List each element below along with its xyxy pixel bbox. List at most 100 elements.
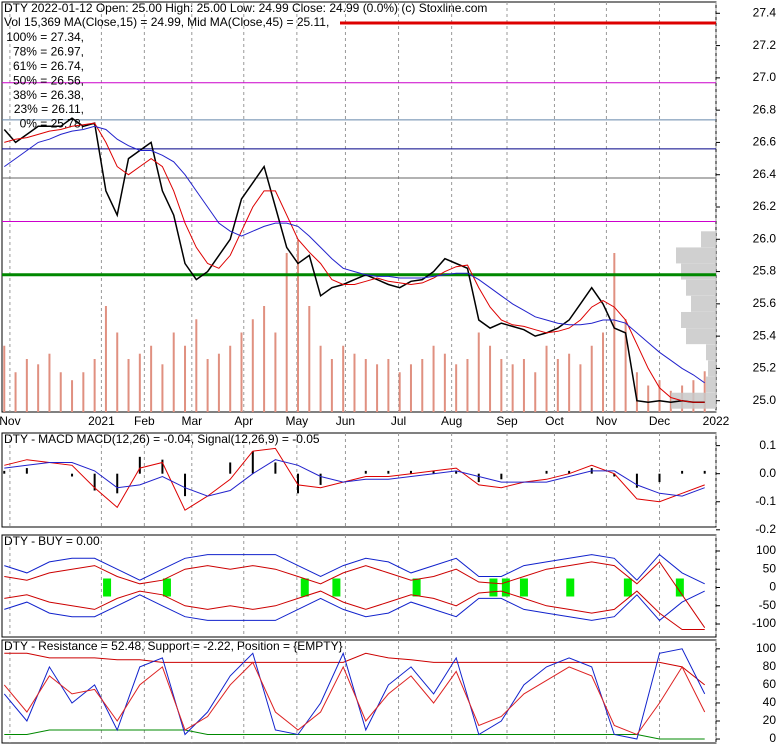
x-tick-label: Nov (596, 414, 617, 428)
chart-title: DTY 2022-01-12 Open: 25.00 High: 25.00 L… (4, 1, 487, 15)
series-line (4, 459, 705, 497)
volume-bar (195, 319, 198, 412)
y-tick-label: 50 (763, 561, 777, 575)
y-tick-label: 26.4 (753, 167, 777, 181)
fib-label: 61% = 26.74, (13, 59, 84, 73)
volume-bar (138, 353, 141, 412)
volume-bar (602, 332, 605, 412)
series-line (4, 729, 705, 740)
volume-profile-bar (706, 344, 716, 361)
volume-bar (489, 345, 492, 412)
y-tick-label: 25.8 (753, 264, 777, 278)
fib-label: 100% = 27.34, (6, 30, 84, 44)
header-text: Vol 15,369 (4, 15, 61, 29)
buy-signal (103, 578, 112, 597)
volume-bar (432, 345, 435, 412)
header-text: Position = {EMPTY} (237, 639, 343, 653)
volume-profile-bar (676, 247, 716, 264)
fib-label: 38% = 26.38, (13, 88, 84, 102)
volume-bar (534, 372, 537, 412)
header-text: BUY = 0.00 (38, 534, 100, 548)
volume-bar (443, 353, 446, 412)
volume-bar (229, 345, 232, 412)
series-line (4, 447, 705, 511)
fib-label: 0% = 25.78, (20, 117, 84, 131)
series-line (4, 122, 705, 403)
x-tick-label: Sep (496, 414, 518, 428)
series-line (4, 553, 705, 585)
volume-profile-bar (681, 311, 716, 328)
volume-bar (25, 359, 28, 412)
y-tick-label: 0.1 (759, 438, 776, 452)
volume-bar (37, 364, 40, 412)
x-tick-label: Mar (181, 414, 202, 428)
volume-bar (172, 332, 175, 412)
header-text: MA(Close,15) = 24.99, (64, 15, 184, 29)
x-tick-label: Oct (545, 414, 564, 428)
x-tick-label: Dec (649, 414, 670, 428)
volume-bar (274, 332, 277, 412)
volume-bar (579, 364, 582, 412)
buy-signal (519, 578, 528, 597)
header-text: DTY - (4, 432, 35, 446)
volume-bar (82, 372, 85, 412)
volume-bar (330, 359, 333, 412)
y-tick-label: 40 (763, 695, 777, 709)
y-tick-label: -50 (759, 598, 777, 612)
volume-bar (150, 345, 153, 412)
volume-bar (455, 364, 458, 412)
volume-bar (421, 359, 424, 412)
x-tick-label: Jun (336, 414, 355, 428)
y-tick-label: 26.2 (753, 199, 777, 213)
y-tick-label: 26.6 (753, 135, 777, 149)
buy-signal (300, 578, 309, 597)
volume-bar (116, 332, 119, 412)
x-tick-label: Aug (441, 414, 462, 428)
series-line (4, 561, 706, 628)
y-tick-label: 27.0 (753, 70, 777, 84)
volume-bar (342, 345, 345, 412)
y-tick-label: 26.8 (753, 102, 777, 116)
volume-bar (703, 371, 706, 412)
series-line (4, 590, 705, 622)
volume-bar (387, 359, 390, 412)
panel-frame (1, 639, 717, 744)
volume-bar (647, 385, 650, 412)
series-line (3, 648, 706, 740)
volume-bar (3, 345, 6, 412)
volume-bar (104, 306, 107, 412)
y-tick-label: 60 (763, 677, 777, 691)
fib-label: 23% = 26.11, (14, 102, 84, 116)
y-tick-label: 20 (763, 713, 777, 727)
volume-profile-bar (686, 328, 716, 345)
x-tick-label: Feb (134, 414, 155, 428)
y-tick-label: 100 (756, 641, 776, 655)
volume-bar (556, 359, 559, 412)
volume-bar (568, 353, 571, 412)
volume-bar (545, 345, 548, 412)
series-line (4, 125, 705, 384)
header-text: Signal(12,26,9) = -0.05 (197, 432, 320, 446)
volume-bar (59, 372, 62, 412)
buy-signal (412, 578, 421, 597)
volume-profile-bar (701, 231, 716, 248)
y-tick-label: 0 (769, 580, 776, 594)
volume-bar (184, 345, 187, 412)
series-line (3, 661, 706, 736)
volume-bar (251, 319, 254, 412)
x-tick-label: 2021 (88, 414, 115, 428)
volume-profile-bar (681, 263, 716, 280)
volume-profile-bar (706, 376, 716, 393)
volume-bar (217, 353, 220, 412)
volume-bar (161, 364, 164, 412)
volume-profile-bar (708, 360, 716, 377)
buy-signal (332, 578, 341, 597)
volume-bar (319, 345, 322, 412)
volume-profile-bar (686, 279, 716, 296)
volume-bar (296, 239, 299, 412)
volume-bar (477, 332, 480, 412)
buy-signal (623, 578, 632, 597)
volume-bar (240, 332, 243, 412)
series-line (4, 590, 705, 630)
volume-bar (398, 372, 401, 412)
